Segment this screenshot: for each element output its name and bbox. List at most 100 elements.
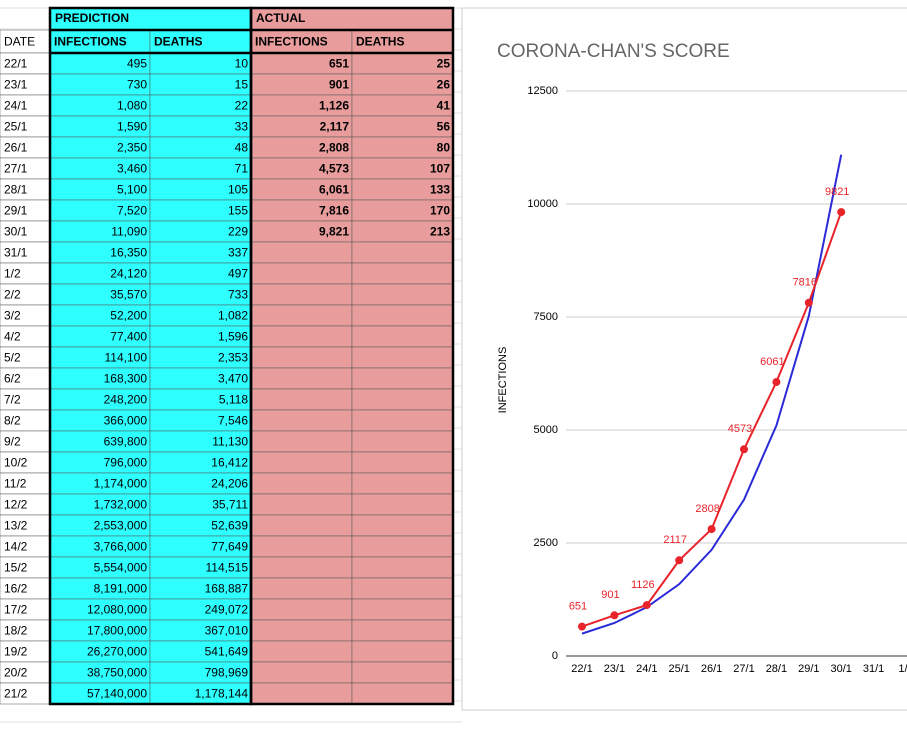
- date-cell: 16/2: [4, 582, 28, 596]
- cell: [351, 304, 454, 327]
- column-header: INFECTIONS: [54, 35, 127, 49]
- date-cell: 17/2: [4, 603, 28, 617]
- number-cell: 114,515: [206, 561, 249, 575]
- data-label: 9821: [825, 186, 849, 198]
- number-cell: 52,639: [211, 519, 248, 533]
- header-cell: [50, 8, 251, 30]
- date-cell: 9/2: [4, 435, 21, 449]
- number-cell: 901: [329, 78, 349, 92]
- cell: [250, 346, 353, 369]
- cell: [351, 556, 454, 579]
- cell: [250, 388, 353, 411]
- date-cell: 19/2: [4, 645, 28, 659]
- number-cell: 2,553,000: [94, 519, 148, 533]
- number-cell: 114,100: [105, 351, 148, 365]
- actual-border: [249, 6, 455, 706]
- x-tick-label: 26/1: [701, 663, 722, 675]
- number-cell: 80: [437, 141, 451, 155]
- y-tick-label: 12500: [527, 85, 558, 97]
- number-cell: 367,010: [205, 624, 249, 638]
- group-header: ACTUAL: [256, 11, 305, 25]
- cell: [250, 241, 353, 264]
- number-cell: 2,353: [218, 351, 248, 365]
- date-cell: 27/1: [4, 162, 28, 176]
- number-cell: 229: [228, 225, 248, 239]
- data-point: [642, 601, 651, 610]
- number-cell: 48: [235, 141, 249, 155]
- cell: [250, 367, 353, 390]
- number-cell: 12,080,000: [87, 603, 147, 617]
- cell: [250, 304, 353, 327]
- date-cell: 29/1: [4, 204, 28, 218]
- cell: [250, 451, 353, 474]
- cell: [351, 262, 454, 285]
- x-tick-label: 25/1: [668, 663, 689, 675]
- x-tick-label: 22/1: [571, 663, 592, 675]
- column-header: DATE: [4, 35, 35, 49]
- number-cell: 5,100: [117, 183, 147, 197]
- number-cell: 733: [228, 288, 248, 302]
- date-cell: 12/2: [4, 498, 28, 512]
- column-header: INFECTIONS: [255, 35, 328, 49]
- number-cell: 16,350: [110, 246, 147, 260]
- cell: [351, 451, 454, 474]
- cell: [351, 472, 454, 495]
- date-cell: 22/1: [4, 57, 28, 71]
- number-cell: 17,800,000: [87, 624, 147, 638]
- data-label: 1126: [631, 579, 655, 591]
- x-tick-label: 29/1: [798, 663, 819, 675]
- x-tick-label: 31/1: [863, 663, 884, 675]
- cell: [250, 430, 353, 453]
- data-label: 901: [601, 589, 619, 601]
- cell: [351, 661, 454, 684]
- number-cell: 796,000: [104, 456, 148, 470]
- number-cell: 1,732,000: [94, 498, 148, 512]
- y-tick-label: 7500: [534, 311, 558, 323]
- date-cell: 25/1: [4, 120, 28, 134]
- number-cell: 168,887: [205, 582, 249, 596]
- data-point: [707, 525, 716, 534]
- y-axis-label: INFECTIONS: [497, 347, 509, 414]
- number-cell: 24,120: [110, 267, 147, 281]
- number-cell: 213: [430, 225, 450, 239]
- cell: [250, 325, 353, 348]
- number-cell: 3,470: [218, 372, 248, 386]
- number-cell: 35,570: [110, 288, 147, 302]
- date-cell: 1/2: [4, 267, 21, 281]
- number-cell: 1,126: [319, 99, 349, 113]
- number-cell: 337: [228, 246, 248, 260]
- number-cell: 10: [235, 57, 249, 71]
- number-cell: 2,117: [320, 120, 350, 134]
- number-cell: 41: [437, 99, 451, 113]
- number-cell: 16,412: [211, 456, 248, 470]
- cell: [250, 661, 353, 684]
- number-cell: 170: [430, 204, 450, 218]
- date-cell: 4/2: [4, 330, 21, 344]
- cell: [250, 514, 353, 537]
- number-cell: 105: [228, 183, 248, 197]
- number-cell: 5,554,000: [94, 561, 148, 575]
- number-cell: 1,596: [218, 330, 248, 344]
- cell: [351, 325, 454, 348]
- data-label: 2117: [663, 534, 687, 546]
- data-label: 651: [569, 600, 587, 612]
- cell: [351, 367, 454, 390]
- number-cell: 541,649: [205, 645, 249, 659]
- cell: [351, 514, 454, 537]
- number-cell: 366,000: [104, 414, 148, 428]
- number-cell: 1,178,144: [195, 687, 249, 701]
- cell: [351, 598, 454, 621]
- cell: [250, 640, 353, 663]
- date-cell: 23/1: [4, 78, 28, 92]
- date-cell: 2/2: [4, 288, 21, 302]
- date-cell: 30/1: [4, 225, 28, 239]
- number-cell: 57,140,000: [87, 687, 147, 701]
- y-tick-label: 10000: [527, 198, 558, 210]
- date-cell: 14/2: [4, 540, 28, 554]
- number-cell: 52,200: [110, 309, 147, 323]
- date-cell: 21/2: [4, 687, 28, 701]
- number-cell: 495: [127, 57, 147, 71]
- data-label: 6061: [760, 356, 784, 368]
- cell: [250, 619, 353, 642]
- number-cell: 651: [329, 57, 349, 71]
